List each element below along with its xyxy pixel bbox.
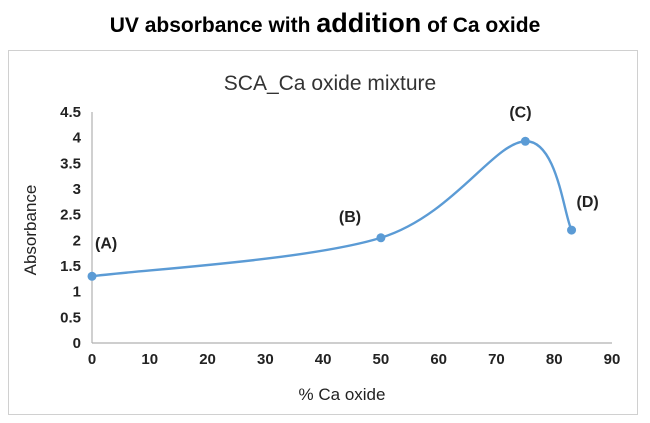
x-tick-label: 70 (488, 351, 505, 368)
y-tick-label: 2.5 (60, 207, 81, 224)
y-tick-label: 3.5 (60, 155, 81, 172)
x-tick-label: 60 (430, 351, 447, 368)
slide-title: UV absorbance with addition of Ca oxide (0, 8, 650, 39)
x-axis-label: % Ca oxide (299, 385, 386, 404)
x-tick-label: 40 (315, 351, 332, 368)
point-label: (B) (339, 209, 361, 226)
data-point (376, 233, 386, 243)
y-axis-label: Absorbance (21, 185, 40, 276)
y-tick-label: 1.5 (60, 258, 81, 275)
y-tick-labels: 0 0.5 1 1.5 2 2.5 3 3.5 4 4.5 (60, 104, 82, 352)
x-tick-label: 30 (257, 351, 274, 368)
data-point (520, 136, 530, 146)
x-tick-label: 90 (604, 351, 621, 368)
x-tick-label: 50 (373, 351, 390, 368)
y-tick-label: 1 (73, 284, 81, 301)
x-tick-label: 0 (88, 351, 96, 368)
y-tick-label: 0.5 (60, 309, 81, 326)
data-points (87, 136, 577, 281)
point-label: (C) (509, 104, 531, 121)
point-labels: (A) (B) (C) (D) (95, 104, 599, 252)
y-tick-label: 0 (73, 335, 81, 352)
chart-title: SCA_Ca oxide mixture (224, 72, 436, 95)
point-label: (A) (95, 235, 117, 252)
x-tick-labels: 0 10 20 30 40 50 60 70 80 90 (88, 351, 621, 368)
data-point (567, 225, 577, 235)
y-tick-label: 3 (73, 181, 81, 198)
x-tick-label: 20 (199, 351, 216, 368)
x-tick-label: 10 (141, 351, 158, 368)
slide-title-part-1: UV absorbance with (109, 14, 317, 37)
y-tick-label: 4 (73, 130, 82, 147)
x-tick-label: 80 (546, 351, 563, 368)
data-point (87, 271, 97, 281)
series-line (91, 140, 573, 278)
point-label: (D) (577, 194, 599, 211)
chart-frame (8, 50, 638, 415)
y-tick-label: 4.5 (60, 104, 81, 121)
y-tick-label: 2 (73, 232, 81, 249)
slide-title-part-2: addition (316, 8, 422, 38)
slide-title-part-3: of Ca oxide (421, 14, 541, 37)
